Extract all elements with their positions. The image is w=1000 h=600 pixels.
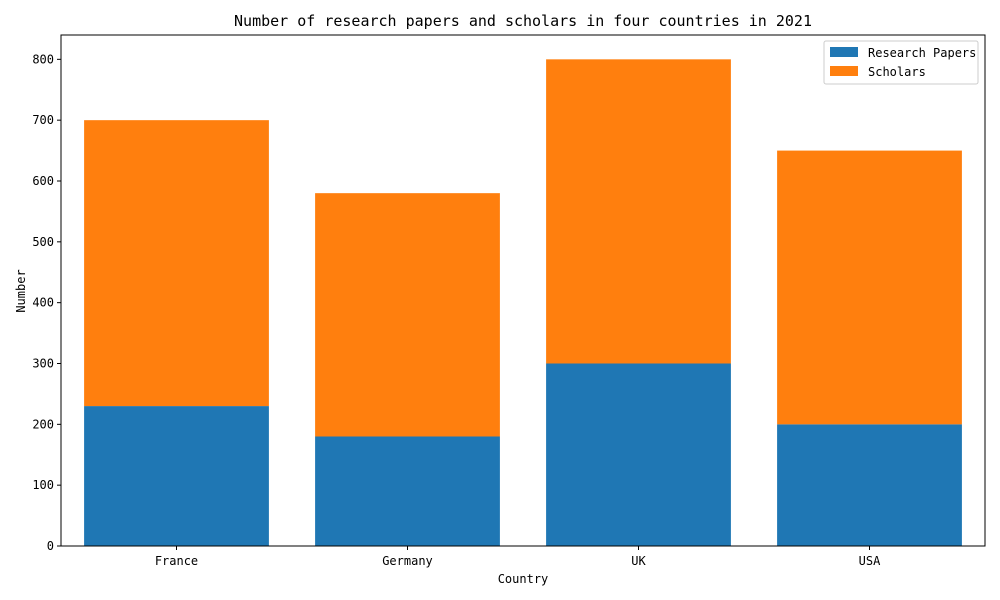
x-tick-label-uk: UK — [631, 554, 646, 568]
x-tick-label-france: France — [155, 554, 198, 568]
legend-label-scholars: Scholars — [868, 65, 926, 79]
y-axis-label: Number — [14, 269, 28, 312]
bar-scholars-germany — [315, 193, 500, 437]
legend-label-research-papers: Research Papers — [868, 46, 976, 60]
y-tick-label: 100 — [32, 478, 54, 492]
y-tick-label: 800 — [32, 52, 54, 66]
x-tick-label-usa: USA — [859, 554, 881, 568]
legend-box — [823, 40, 979, 85]
x-tick-label-germany: Germany — [382, 554, 433, 568]
y-tick-label: 0 — [47, 539, 54, 553]
legend-swatch-scholars — [830, 66, 858, 76]
bar-research-papers-usa — [777, 424, 962, 546]
x-axis-ticks: France Germany UK USA — [155, 546, 881, 568]
x-axis-label: Country — [498, 572, 549, 586]
y-tick-label: 700 — [32, 113, 54, 127]
legend: Research Papers Scholars — [823, 40, 979, 85]
bar-scholars-usa — [777, 150, 962, 425]
bar-research-papers-germany — [315, 436, 500, 546]
bar-research-papers-uk — [546, 363, 731, 546]
bar-scholars-uk — [546, 59, 731, 364]
chart-title: Number of research papers and scholars i… — [234, 12, 812, 30]
bars-group — [84, 59, 962, 546]
bar-scholars-france — [84, 120, 269, 407]
legend-swatch-research-papers — [830, 47, 858, 57]
bar-research-papers-france — [84, 406, 269, 546]
y-tick-label: 300 — [32, 357, 54, 371]
y-tick-label: 500 — [32, 235, 54, 249]
y-tick-label: 400 — [32, 296, 54, 310]
plot-frame — [60, 34, 986, 547]
y-axis-ticks: 0 100 200 300 400 500 600 700 800 — [32, 52, 61, 553]
y-tick-label: 600 — [32, 174, 54, 188]
y-tick-label: 200 — [32, 417, 54, 431]
